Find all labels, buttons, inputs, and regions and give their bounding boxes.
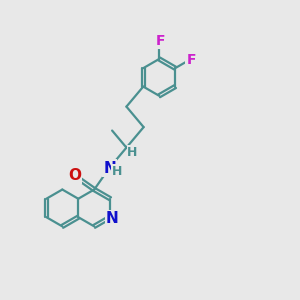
Text: O: O — [68, 167, 81, 182]
Text: N: N — [103, 160, 116, 175]
Text: N: N — [106, 211, 119, 226]
Text: F: F — [186, 53, 196, 67]
Text: F: F — [155, 34, 165, 48]
Text: H: H — [112, 165, 122, 178]
Text: H: H — [127, 146, 138, 159]
